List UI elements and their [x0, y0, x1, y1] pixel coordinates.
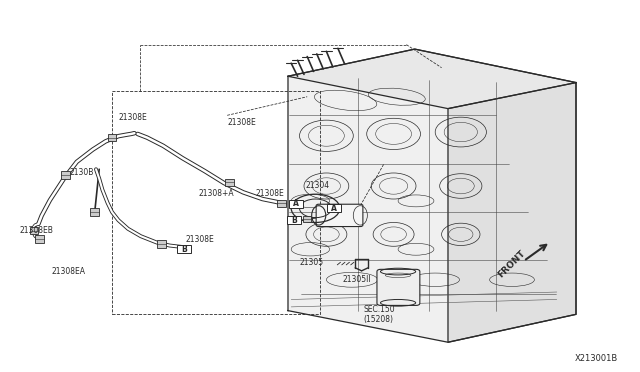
Polygon shape [288, 49, 576, 342]
Text: B: B [181, 245, 186, 254]
Text: 21308E: 21308E [118, 113, 147, 122]
FancyBboxPatch shape [377, 269, 420, 305]
Bar [157, 240, 166, 248]
Text: 21308EA: 21308EA [51, 267, 85, 276]
Text: 21305II: 21305II [342, 275, 371, 284]
Bar [287, 216, 301, 224]
Bar [225, 179, 234, 186]
Text: FRONT: FRONT [497, 249, 527, 279]
Text: 2130B: 2130B [69, 169, 93, 177]
Text: A: A [331, 204, 337, 213]
Polygon shape [448, 83, 576, 342]
Bar [277, 200, 286, 207]
Text: 21308EB: 21308EB [19, 226, 53, 235]
Bar [29, 227, 38, 234]
Bar [327, 204, 341, 212]
Bar [35, 235, 44, 243]
Bar [90, 208, 99, 216]
Polygon shape [288, 49, 576, 109]
Text: 21304: 21304 [306, 182, 330, 190]
Bar [108, 134, 116, 141]
Text: 21308+A: 21308+A [198, 189, 234, 198]
FancyBboxPatch shape [316, 204, 363, 227]
Text: X213001B: X213001B [574, 354, 618, 363]
Bar [289, 200, 303, 208]
Bar [112, 91, 320, 314]
Text: 21308E: 21308E [256, 189, 285, 198]
Text: B: B [292, 216, 297, 225]
Text: 21305: 21305 [300, 258, 324, 267]
Bar [61, 171, 70, 179]
Bar [303, 216, 311, 222]
Text: 21308E: 21308E [227, 118, 256, 127]
Text: (15208): (15208) [364, 315, 394, 324]
Text: 21308E: 21308E [186, 235, 214, 244]
Bar [177, 245, 191, 253]
Text: SEC.150: SEC.150 [364, 305, 395, 314]
Text: A: A [293, 199, 300, 208]
